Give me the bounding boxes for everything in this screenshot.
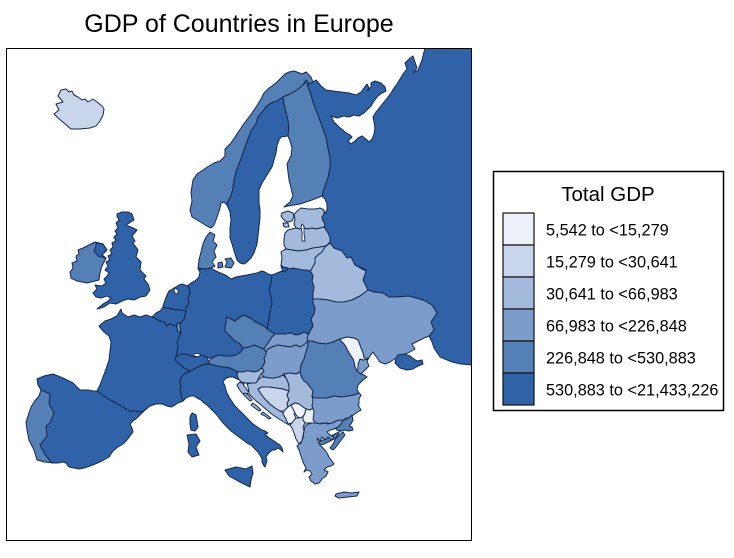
svg-text:530,883 to <21,433,226: 530,883 to <21,433,226 <box>546 382 718 400</box>
svg-text:15,279 to <30,641: 15,279 to <30,641 <box>546 254 678 272</box>
svg-text:30,641 to <66,983: 30,641 to <66,983 <box>546 286 678 304</box>
svg-text:GDP of Countries in Europe: GDP of Countries in Europe <box>84 10 393 38</box>
svg-text:66,983 to <226,848: 66,983 to <226,848 <box>546 318 687 336</box>
svg-text:Total GDP: Total GDP <box>561 183 654 206</box>
svg-text:226,848 to <530,883: 226,848 to <530,883 <box>546 350 696 368</box>
svg-text:5,542 to <15,279: 5,542 to <15,279 <box>546 222 669 240</box>
